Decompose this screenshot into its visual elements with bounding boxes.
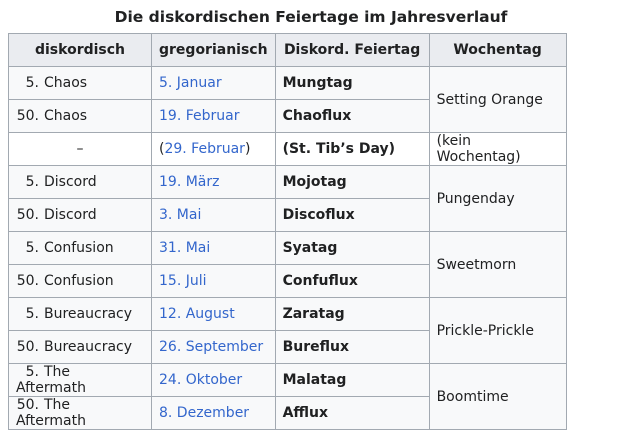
gregorian-date-cell: 5. Januar [151, 66, 276, 100]
gregorian-date-link[interactable]: 12. August [159, 306, 235, 322]
holiday-name-cell: Mojotag [274, 165, 430, 199]
weekday-cell: Pungenday [428, 165, 567, 232]
day-number: 50. [16, 108, 39, 124]
day-number: 5. [25, 174, 39, 190]
holiday-name-cell: Zaratag [274, 297, 430, 331]
day-number: 5. [25, 306, 39, 322]
paren-close: ) [244, 141, 251, 157]
discordian-date-cell: 50. Chaos [8, 99, 152, 133]
weekday-cell: Sweetmorn [428, 231, 567, 298]
column-header-gregorianisch: gregorianisch [151, 33, 276, 67]
discordian-date-cell: 5. Discord [8, 165, 152, 199]
gregorian-date-link[interactable]: 15. Juli [159, 273, 207, 289]
table-row: 50. Discord 3. Mai Discoflux [8, 198, 567, 232]
table-row: 5. The Aftermath 24. Oktober Malatag Boom… [8, 363, 567, 430]
table-row: 5. Chaos 5. Januar Mungtag Setting Orange [8, 66, 567, 133]
discordian-date-cell: – [8, 132, 152, 166]
gregorian-date-link[interactable]: 24. Oktober [159, 372, 243, 388]
gregorian-date-cell: 19. März [151, 165, 276, 199]
table-row: 5. Bureaucracy 12. August Zaratag Prickle… [8, 297, 567, 364]
discordian-date-cell: 5. Chaos [8, 66, 152, 100]
holiday-name-cell: Afflux [274, 396, 430, 430]
gregorian-date-cell: 3. Mai [151, 198, 276, 232]
gregorian-date-link[interactable]: 29. Februar [164, 141, 245, 157]
weekday-cell: (kein Wochentag) [428, 132, 567, 166]
season-name: Bureaucracy [44, 306, 133, 322]
gregorian-date-link[interactable]: 5. Januar [159, 75, 222, 91]
discordian-date-cell: 50. Confusion [8, 264, 152, 298]
discordian-date-cell: 5. Confusion [8, 231, 152, 265]
holiday-name-cell: Bureflux [274, 330, 430, 364]
season-name: Bureaucracy [44, 339, 133, 355]
gregorian-date-link[interactable]: 19. Februar [159, 108, 240, 124]
day-number: 5. [25, 75, 39, 91]
gregorian-date-cell: 15. Juli [151, 264, 276, 298]
column-header-diskordisch: diskordisch [8, 33, 152, 67]
table-row: 50. The Aftermath 8. Dezember Afflux [8, 396, 567, 430]
holiday-name-cell: Malatag [274, 363, 430, 397]
weekday-cell: Setting Orange [428, 66, 567, 133]
gregorian-date-cell: 24. Oktober [151, 363, 276, 397]
paren-open: ( [159, 141, 165, 157]
table-row-st-tibs-day: – (29. Februar) (St. Tib’s Day) (kein Wo… [8, 132, 567, 166]
season-name: Chaos [44, 75, 88, 91]
gregorian-date-link[interactable]: 19. März [159, 174, 220, 190]
season-name: Confusion [44, 240, 114, 256]
table-row: 5. Discord 19. März Mojotag Pungenday [8, 165, 567, 232]
gregorian-date-cell: 12. August [151, 297, 276, 331]
weekday-cell: Boomtime [428, 363, 567, 430]
gregorian-date-link[interactable]: 26. September [159, 339, 264, 355]
day-number: 50. [16, 397, 39, 413]
discordian-date-cell: 50. The Aftermath [8, 396, 152, 430]
page-title: Die diskordischen Feiertage im Jahresver… [114, 8, 508, 26]
column-header-feiertag: Diskord. Feiertag [274, 33, 430, 67]
gregorian-date-cell: 19. Februar [151, 99, 276, 133]
day-number: 5. [25, 240, 39, 256]
table-row: 5. Confusion 31. Mai Syatag Sweetmorn [8, 231, 567, 298]
table-row: 50. Chaos 19. Februar Chaoflux [8, 99, 567, 133]
gregorian-date-link[interactable]: 8. Dezember [159, 405, 250, 421]
holiday-name-cell: Mungtag [274, 66, 430, 100]
gregorian-date-cell: 8. Dezember [151, 396, 276, 430]
season-name: The Aftermath [16, 397, 86, 429]
gregorian-date-cell: 31. Mai [151, 231, 276, 265]
holiday-name-cell: (St. Tib’s Day) [274, 132, 430, 166]
day-number: 50. [16, 207, 39, 223]
header-row: diskordisch gregorianisch Diskord. Feier… [8, 33, 567, 67]
discordian-holidays-table: diskordisch gregorianisch Diskord. Feier… [8, 33, 567, 430]
discordian-date-cell: 5. Bureaucracy [8, 297, 152, 331]
gregorian-date-cell: 26. September [151, 330, 276, 364]
season-name: Confusion [44, 273, 114, 289]
discordian-date-cell: 50. Bureaucracy [8, 330, 152, 364]
holiday-name-cell: Discoflux [274, 198, 430, 232]
gregorian-date-cell: (29. Februar) [151, 132, 276, 166]
weekday-cell: Prickle-Prickle [428, 297, 567, 364]
holiday-name-cell: Confuflux [274, 264, 430, 298]
season-name: Chaos [44, 108, 88, 124]
table-row: 50. Confusion 15. Juli Confuflux [8, 264, 567, 298]
column-header-wochentag: Wochentag [428, 33, 567, 67]
season-name: The Aftermath [16, 364, 86, 396]
holiday-name-cell: Syatag [274, 231, 430, 265]
holiday-name-cell: Chaoflux [274, 99, 430, 133]
season-name: Discord [44, 174, 97, 190]
gregorian-date-link[interactable]: 3. Mai [159, 207, 202, 223]
discordian-date-cell: 50. Discord [8, 198, 152, 232]
gregorian-date-link[interactable]: 31. Mai [159, 240, 211, 256]
day-number: 5. [25, 364, 39, 380]
day-number: 50. [16, 339, 39, 355]
day-number: 50. [16, 273, 39, 289]
discordian-date-cell: 5. The Aftermath [8, 363, 152, 397]
season-name: Discord [44, 207, 97, 223]
